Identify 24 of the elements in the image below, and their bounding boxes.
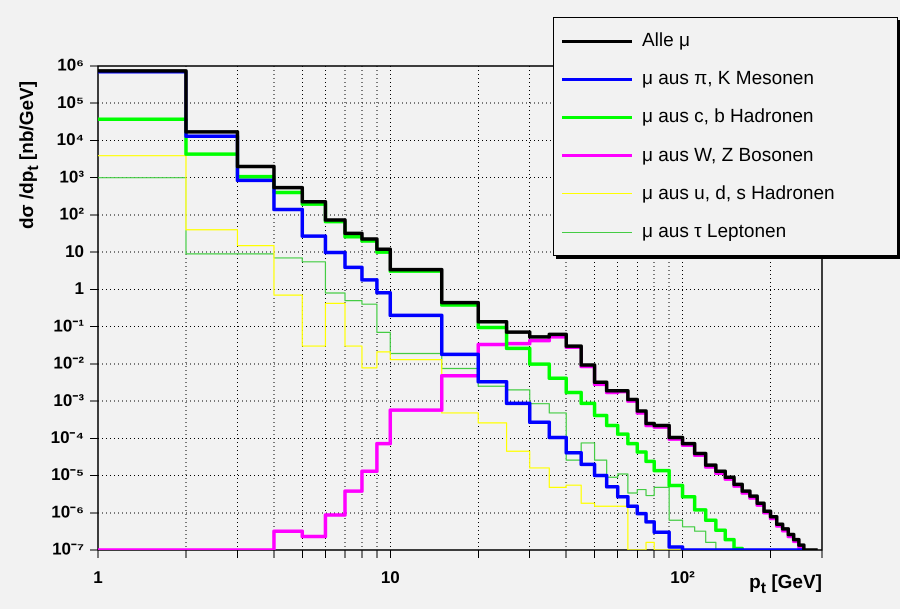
legend-label: μ aus π, K Mesonen xyxy=(642,68,814,90)
y-tick-label: 10⁴ xyxy=(56,130,84,150)
y-tick-label: 10⁻⁴ xyxy=(50,428,84,447)
y-tick-label: 10⁻¹ xyxy=(53,316,84,336)
legend-label: μ aus τ Leptonen xyxy=(642,221,786,244)
y-tick-label: 1 xyxy=(74,279,84,298)
x-tick-label: 10 xyxy=(380,568,400,587)
x-axis-title: p$_{t}$ [GeV] xyxy=(749,572,822,598)
legend-label: μ aus u, d, s Hadronen xyxy=(642,182,835,205)
y-tick-label: 10⁶ xyxy=(57,56,84,75)
legend-label: μ aus W, Z Bosonen xyxy=(642,144,814,167)
y-tick-label: 10 xyxy=(65,242,84,261)
y-tick-label: 10⁻³ xyxy=(53,390,84,410)
legend-label: Alle μ xyxy=(642,30,690,52)
y-tick-label: 10² xyxy=(59,204,84,224)
x-tick-label: 1 xyxy=(93,568,103,587)
y-tick-label: 10⁻⁵ xyxy=(51,465,84,484)
y-tick-label: 10⁻⁶ xyxy=(51,502,84,522)
y-tick-label: 10³ xyxy=(59,167,84,186)
y-tick-label: 10⁻⁷ xyxy=(52,540,84,559)
x-tick-label: 10² xyxy=(670,568,696,587)
y-tick-label: 10⁵ xyxy=(57,92,84,112)
y-tick-label: 10⁻² xyxy=(53,354,84,373)
legend-label: μ aus c, b Hadronen xyxy=(642,106,814,128)
